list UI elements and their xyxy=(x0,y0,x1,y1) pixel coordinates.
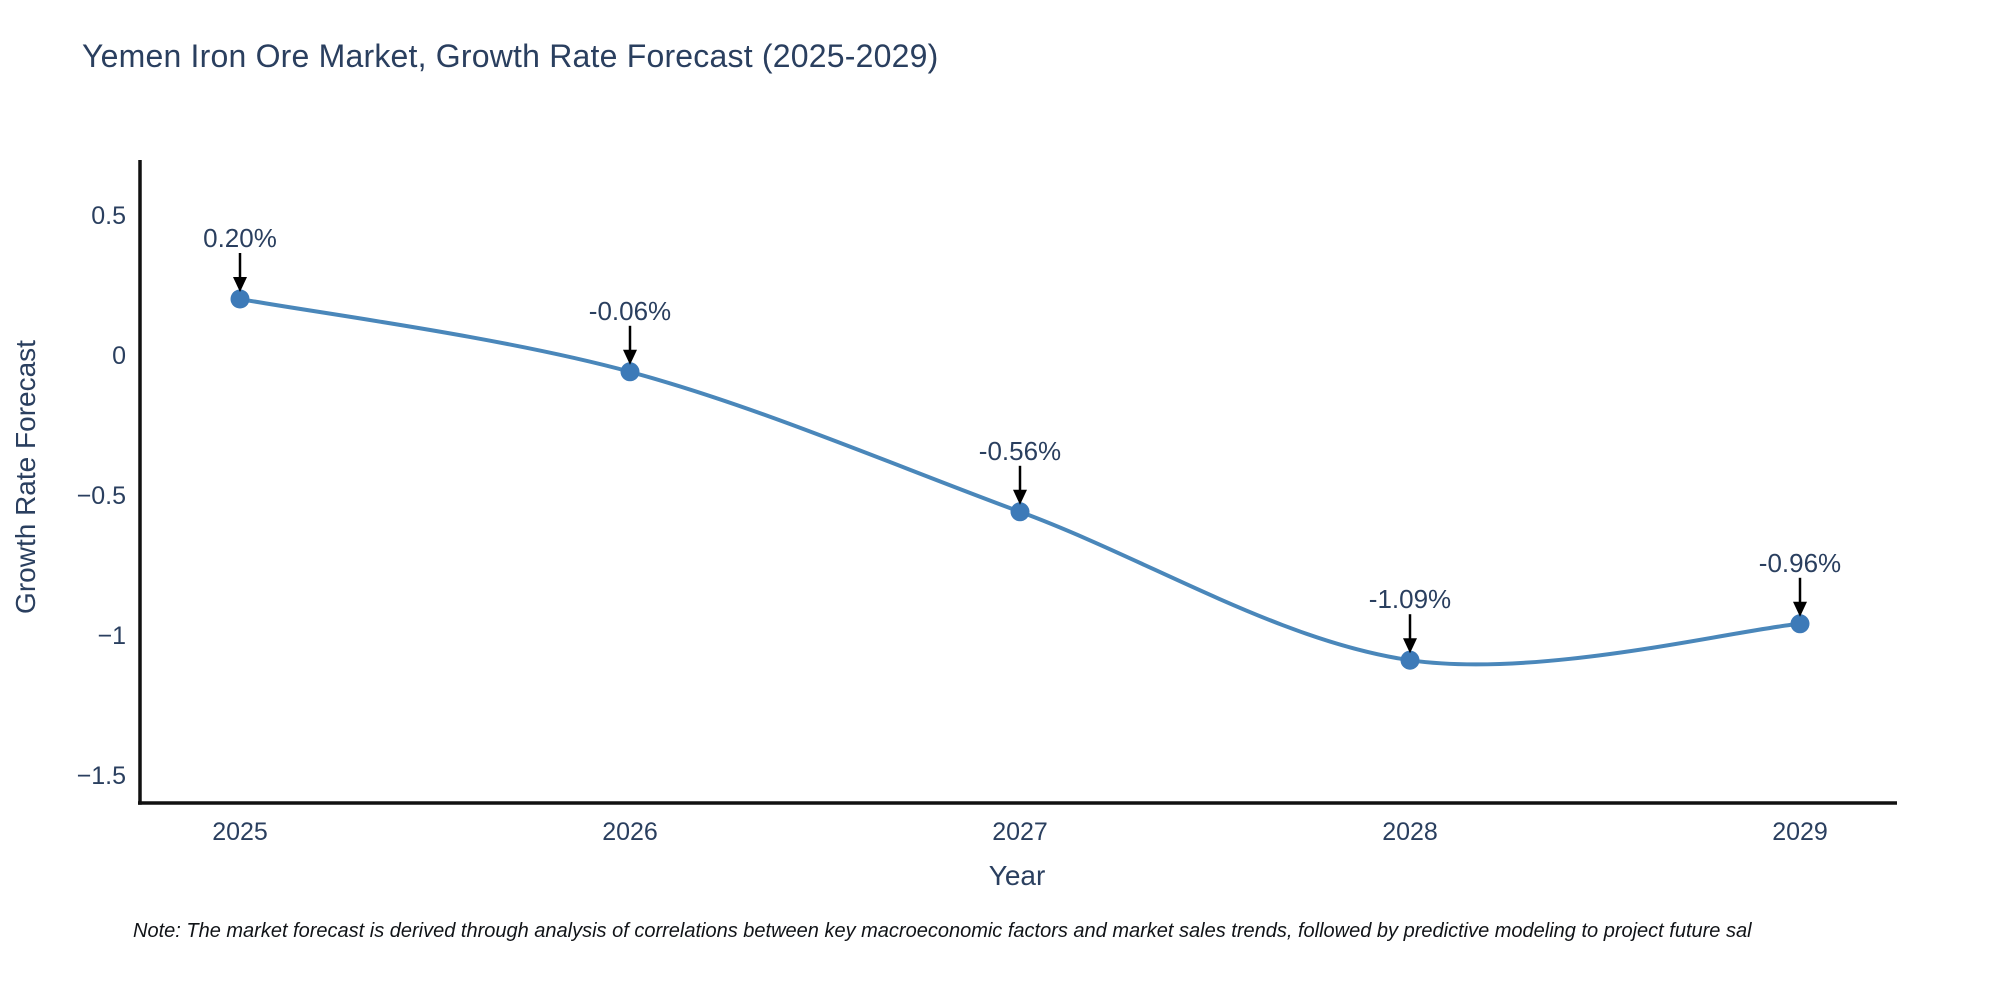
point-annotation-label: -0.96% xyxy=(1759,548,1841,578)
annotation-arrowhead-icon xyxy=(1013,489,1027,505)
annotation-arrowhead-icon xyxy=(233,277,247,292)
point-annotation-label: -0.06% xyxy=(589,296,671,326)
data-point[interactable] xyxy=(1010,502,1030,522)
point-annotation-label: -0.56% xyxy=(979,436,1061,466)
y-tick-label: −1.5 xyxy=(77,762,126,790)
x-tick-label: 2026 xyxy=(602,818,658,846)
y-tick-label: 0.5 xyxy=(91,202,126,230)
chart-title: Yemen Iron Ore Market, Growth Rate Forec… xyxy=(82,38,939,74)
point-annotation-label: -1.09% xyxy=(1369,584,1451,614)
annotation-arrowhead-icon xyxy=(623,349,637,365)
y-tick-label: −0.5 xyxy=(77,482,126,510)
annotation-arrowhead-icon xyxy=(1793,601,1807,617)
data-point[interactable] xyxy=(1790,614,1810,634)
footnote: Note: The market forecast is derived thr… xyxy=(133,920,1752,942)
x-tick-label: 2027 xyxy=(992,818,1048,846)
x-tick-label: 2029 xyxy=(1772,818,1828,846)
data-point[interactable] xyxy=(620,362,640,382)
data-point[interactable] xyxy=(1400,650,1420,670)
x-tick-label: 2025 xyxy=(212,818,268,846)
y-tick-label: 0 xyxy=(112,342,126,370)
y-tick-label: −1 xyxy=(97,622,126,650)
data-point[interactable] xyxy=(230,289,250,309)
annotation-arrowhead-icon xyxy=(1403,638,1417,654)
x-tick-label: 2028 xyxy=(1382,818,1438,846)
x-axis-title: Year xyxy=(988,860,1046,891)
point-annotation-label: 0.20% xyxy=(203,223,277,253)
